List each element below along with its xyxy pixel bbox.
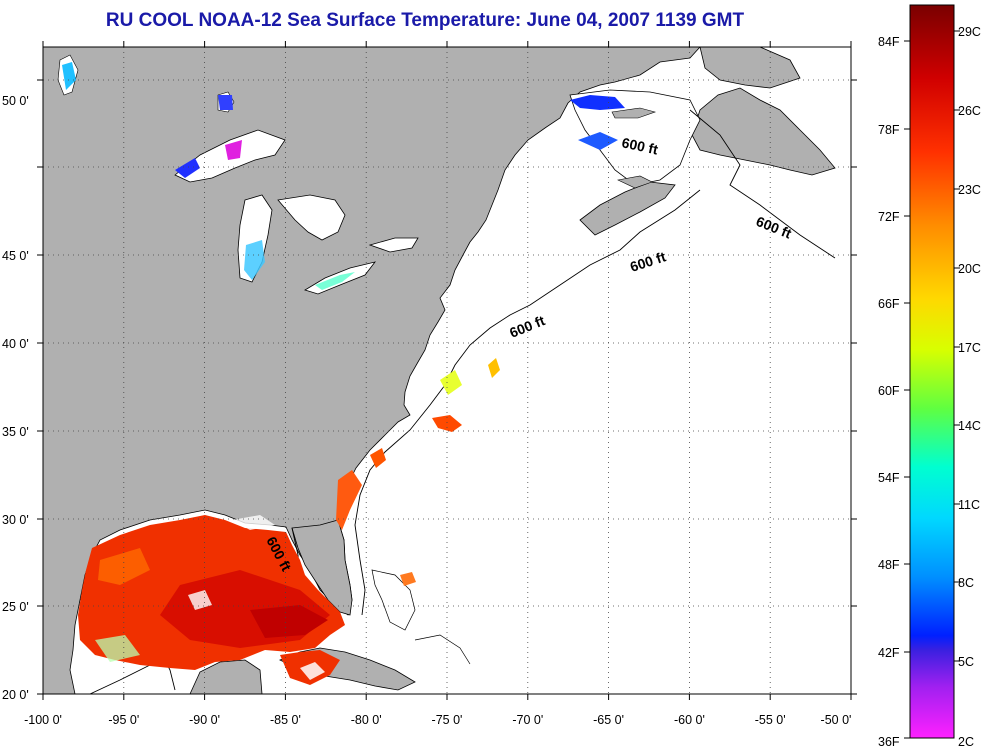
- map-title: RU COOL NOAA-12 Sea Surface Temperature:…: [105, 10, 745, 31]
- sst-loop-current: [250, 605, 328, 638]
- sst-bahamas-patch: [400, 572, 416, 586]
- sst-gaspe: [578, 132, 618, 150]
- colorbar-label-f: 48F: [878, 558, 900, 572]
- colorbar-ticks: [904, 30, 960, 739]
- sst-lake-erie: [315, 272, 355, 290]
- sst-shelf-patch: [488, 358, 500, 378]
- lat-label: 25 0': [2, 600, 29, 614]
- colorbar-label-c: 23C: [958, 183, 981, 197]
- sst-cloud-patch-3: [232, 515, 275, 530]
- temperature-colorbar: 84F 78F 72F 66F 60F 54F 48F 42F 36F 29C …: [878, 4, 981, 749]
- land-yucatan: [189, 659, 263, 694]
- lat-label: 40 0': [2, 337, 29, 351]
- colorbar-label-c: 8C: [958, 576, 974, 590]
- colorbar-label-c: 29C: [958, 25, 981, 39]
- colorbar-label-f: 54F: [878, 471, 900, 485]
- lon-label: -85 0': [270, 713, 301, 727]
- land-pei: [617, 175, 653, 189]
- land-newfoundland: [691, 87, 836, 176]
- sst-cloud-patch-4: [300, 662, 325, 680]
- latitude-labels: 20 0' 25 0' 30 0' 35 0' 40 0' 45 0' 50 0…: [2, 94, 29, 702]
- colorbar-label-c: 11C: [958, 498, 980, 512]
- sst-gulf-west-warm: [98, 548, 150, 585]
- colorbar-label-c: 14C: [958, 419, 981, 433]
- lon-label: -55 0': [755, 713, 786, 727]
- sst-st-lawrence: [570, 95, 625, 110]
- lon-label: -75 0': [432, 713, 463, 727]
- colorbar-label-f: 66F: [878, 297, 900, 311]
- gulf-st-lawrence: [569, 89, 701, 186]
- lon-label: -60 0': [674, 713, 705, 727]
- sst-cloud-patch-1: [95, 635, 140, 662]
- land-north-america: [43, 47, 701, 694]
- sst-mid-atlantic-patch: [440, 370, 462, 395]
- colorbar-label-f: 36F: [878, 735, 900, 749]
- colorbar-label-f: 84F: [878, 35, 900, 49]
- colorbar-label-f: 42F: [878, 646, 900, 660]
- sst-lake-superior-cold: [225, 140, 242, 160]
- lat-label: 20 0': [2, 688, 29, 702]
- colorbar-label-c: 26C: [958, 104, 981, 118]
- lon-label: -70 0': [512, 713, 543, 727]
- lat-label: 50 0': [2, 94, 29, 108]
- lake-huron: [277, 194, 346, 241]
- colorbar-label-c: 5C: [958, 655, 974, 669]
- lon-label: -50 0': [821, 713, 852, 727]
- sst-lake-nipigon: [218, 95, 233, 110]
- sst-carolina-patch: [370, 448, 386, 468]
- longitude-labels: -100 0' -95 0' -90 0' -85 0' -80 0' -75 …: [24, 713, 851, 727]
- lon-label: -100 0': [24, 713, 62, 727]
- colorbar-label-c: 20C: [958, 262, 981, 276]
- lon-label: -80 0': [351, 713, 382, 727]
- lake-ontario: [368, 237, 419, 253]
- colorbar-label-c: 17C: [958, 341, 981, 355]
- sst-cloud-patch-2: [188, 590, 212, 610]
- lon-label: -65 0': [593, 713, 624, 727]
- colorbar-gradient: [909, 4, 955, 739]
- contour-label-gulf-stlawrence: 600 ft: [620, 134, 659, 157]
- lat-label: 30 0': [2, 513, 29, 527]
- sst-southeast-coast: [336, 470, 362, 530]
- lat-label: 35 0': [2, 425, 29, 439]
- colorbar-label-f: 78F: [878, 123, 900, 137]
- lon-label: -90 0': [189, 713, 220, 727]
- sst-lake-superior-west: [175, 158, 200, 178]
- colorbar-label-c: 2C: [958, 735, 974, 749]
- sst-gulf-stream-hatteras: [432, 415, 462, 432]
- colorbar-label-f: 72F: [878, 210, 900, 224]
- bahamas-outline: [414, 634, 471, 665]
- shelf-contour-600ft: [89, 109, 836, 694]
- land-anticosti: [611, 107, 657, 119]
- lat-label: 45 0': [2, 249, 29, 263]
- sst-lake-michigan: [244, 240, 265, 280]
- colorbar-label-f: 60F: [878, 384, 900, 398]
- sst-lake-winnipeg: [62, 62, 76, 90]
- lon-label: -95 0': [108, 713, 139, 727]
- axis-ticks: [37, 41, 857, 700]
- land-nova-scotia: [579, 181, 676, 236]
